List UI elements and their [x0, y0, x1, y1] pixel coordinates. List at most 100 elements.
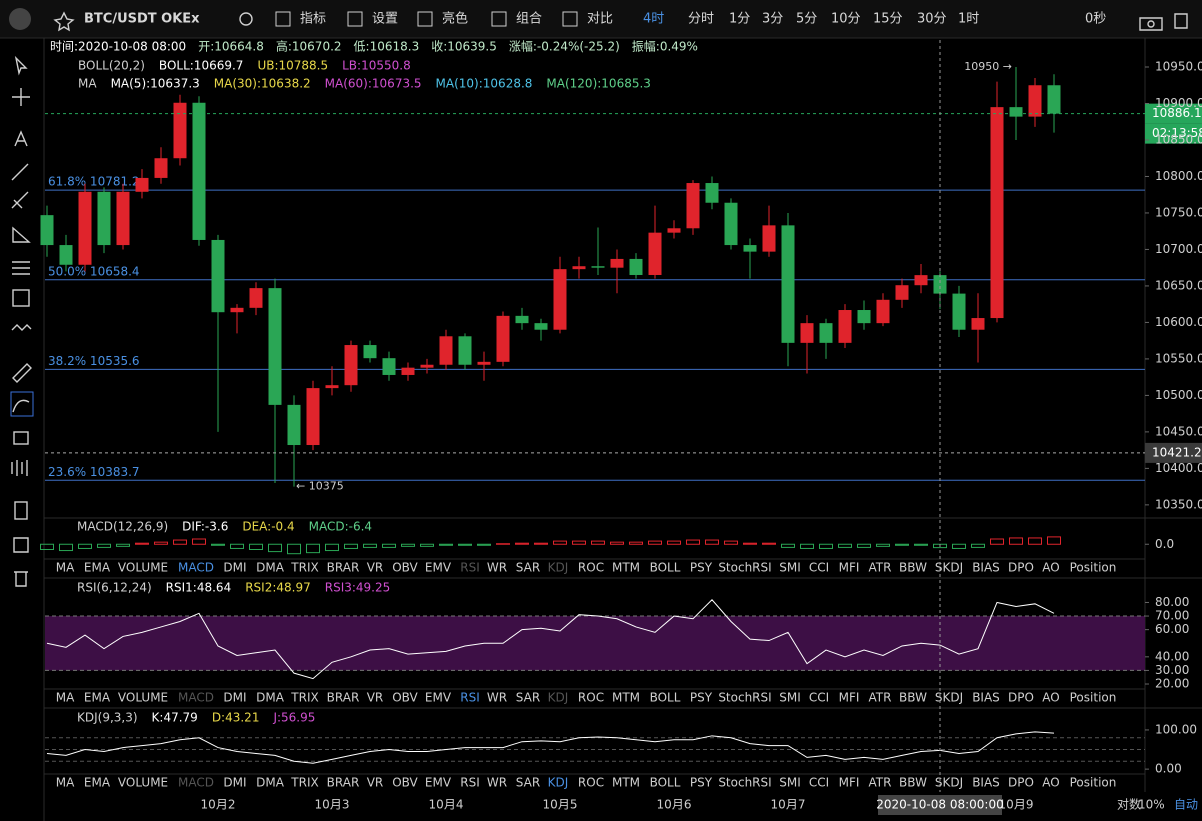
toolbar-icon[interactable]	[275, 11, 291, 27]
indicator-tab[interactable]: MA	[56, 561, 75, 575]
indicator-tab[interactable]: BRAR	[327, 691, 360, 705]
indicator-tab[interactable]: SAR	[516, 776, 540, 790]
toolbar-icon[interactable]	[417, 11, 433, 27]
indicator-tab[interactable]: TRIX	[290, 561, 318, 575]
indicator-tab[interactable]: EMV	[425, 776, 452, 790]
toolbar-button[interactable]: 亮色	[442, 11, 468, 27]
indicator-tab[interactable]: DMI	[223, 776, 246, 790]
indicator-tab[interactable]: VOLUME	[118, 776, 168, 790]
indicator-tab[interactable]: EMV	[425, 561, 452, 575]
toolbar-button[interactable]: 指标	[300, 12, 326, 27]
symbol[interactable]: BTC/USDT OKEx	[84, 12, 200, 27]
indicator-tab[interactable]: ROC	[578, 561, 604, 575]
indicator-tab[interactable]: BOLL	[650, 561, 681, 575]
indicator-tab[interactable]: SMI	[779, 561, 801, 575]
indicator-tab[interactable]: MFI	[839, 561, 860, 575]
indicator-tab[interactable]: PSY	[690, 776, 713, 790]
indicator-tab[interactable]: RSI	[460, 691, 480, 705]
indicator-tab[interactable]: MTM	[612, 691, 640, 705]
indicator-tab[interactable]: BIAS	[972, 691, 1000, 705]
indicator-tab[interactable]: OBV	[392, 691, 418, 705]
indicator-tab[interactable]: DMA	[256, 776, 285, 790]
indicator-tab[interactable]: SAR	[516, 691, 540, 705]
indicator-tab[interactable]: WR	[487, 691, 507, 705]
indicator-tab[interactable]: SAR	[516, 561, 540, 575]
indicator-tab[interactable]: WR	[487, 776, 507, 790]
indicator-tab[interactable]: BBW	[899, 561, 927, 575]
camera-icon[interactable]	[1139, 17, 1163, 31]
indicator-tab[interactable]: MACD	[178, 691, 214, 705]
indicator-tab[interactable]: EMV	[425, 691, 452, 705]
indicator-tab[interactable]: WR	[487, 561, 507, 575]
indicator-tab[interactable]: VR	[367, 691, 384, 705]
interval[interactable]: 1时	[958, 12, 979, 27]
search-icon[interactable]	[239, 12, 253, 26]
indicator-tab[interactable]: CCI	[809, 561, 829, 575]
indicator-tab[interactable]: Position	[1070, 561, 1117, 575]
indicator-tab[interactable]: EMA	[84, 561, 111, 575]
indicator-tab[interactable]: MTM	[612, 561, 640, 575]
indicator-tab[interactable]: ATR	[869, 776, 892, 790]
indicator-tab[interactable]: BRAR	[327, 776, 360, 790]
indicator-tab[interactable]: BOLL	[650, 691, 681, 705]
indicator-tab[interactable]: VOLUME	[118, 691, 168, 705]
favorite-icon[interactable]	[53, 11, 75, 32]
indicator-tab[interactable]: VR	[367, 561, 384, 575]
toolbar-button[interactable]: 设置	[372, 12, 398, 27]
log-toggle[interactable]: 对数	[1117, 797, 1141, 812]
interval[interactable]: 4时	[643, 12, 664, 27]
indicator-tab[interactable]: KDJ	[548, 691, 569, 705]
indicator-tab[interactable]: RSI	[460, 776, 480, 790]
indicator-tab[interactable]: MFI	[839, 691, 860, 705]
indicator-tab[interactable]: KDJ	[548, 561, 569, 575]
interval[interactable]: 5分	[796, 12, 817, 27]
indicator-tab[interactable]: DPO	[1008, 561, 1034, 575]
indicator-tab[interactable]: OBV	[392, 776, 418, 790]
interval[interactable]: 1分	[729, 12, 750, 27]
indicator-tab[interactable]: ROC	[578, 776, 604, 790]
indicator-tab[interactable]: ATR	[869, 691, 892, 705]
indicator-tab[interactable]: ATR	[869, 561, 892, 575]
indicator-tab[interactable]: StochRSI	[718, 776, 771, 790]
indicator-tab[interactable]: SMI	[779, 691, 801, 705]
indicator-tab[interactable]: BRAR	[327, 561, 360, 575]
indicator-tab[interactable]: Position	[1070, 776, 1117, 790]
indicator-tab[interactable]: CCI	[809, 691, 829, 705]
indicator-tab[interactable]: DMA	[256, 561, 285, 575]
indicator-tab[interactable]: PSY	[690, 561, 713, 575]
indicator-tab[interactable]: MA	[56, 691, 75, 705]
interval[interactable]: 3分	[762, 12, 783, 27]
indicator-tab[interactable]: KDJ	[548, 776, 569, 790]
indicator-tab[interactable]: PSY	[690, 691, 713, 705]
percent-toggle[interactable]: 10%	[1138, 798, 1165, 812]
left-tools[interactable]	[11, 55, 32, 587]
indicator-tab[interactable]: AO	[1042, 561, 1059, 575]
indicator-tab[interactable]: EMA	[84, 691, 111, 705]
fullscreen-icon[interactable]	[1174, 13, 1188, 29]
indicator-tab[interactable]: MA	[56, 776, 75, 790]
toolbar-icon[interactable]	[347, 11, 363, 27]
indicator-tab[interactable]: BBW	[899, 776, 927, 790]
toolbar-button[interactable]: 组合	[516, 12, 542, 27]
indicator-tab[interactable]: TRIX	[290, 776, 318, 790]
toolbar-icon[interactable]	[562, 11, 578, 27]
indicator-tab[interactable]: DMA	[256, 691, 285, 705]
indicator-tab[interactable]: MTM	[612, 776, 640, 790]
indicator-tab[interactable]: StochRSI	[718, 691, 771, 705]
indicator-tab[interactable]: SMI	[779, 776, 801, 790]
indicator-tab[interactable]: MACD	[178, 561, 214, 575]
auto-toggle[interactable]: 自动	[1174, 798, 1198, 812]
indicator-tab[interactable]: DMI	[223, 691, 246, 705]
indicator-tab[interactable]: AO	[1042, 691, 1059, 705]
indicator-tab[interactable]: BIAS	[972, 561, 1000, 575]
indicator-tab[interactable]: RSI	[460, 561, 480, 575]
indicator-tab[interactable]: BIAS	[972, 776, 1000, 790]
interval[interactable]: 分时	[688, 12, 714, 27]
indicator-tab[interactable]: OBV	[392, 561, 418, 575]
indicator-tab[interactable]: TRIX	[290, 691, 318, 705]
indicator-tab[interactable]: SKDJ	[935, 561, 963, 575]
indicator-tab[interactable]: MACD	[178, 776, 214, 790]
indicator-tab[interactable]: BOLL	[650, 776, 681, 790]
interval[interactable]: 30分	[917, 12, 947, 27]
toolbar-button[interactable]: 对比	[587, 12, 613, 27]
